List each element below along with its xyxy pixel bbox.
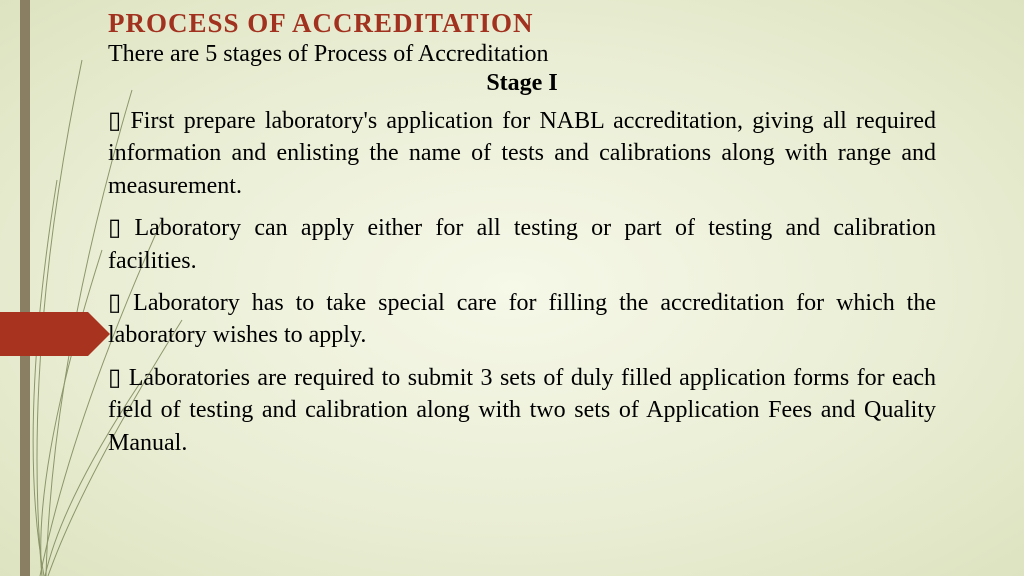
paragraph: ▯ First prepare laboratory's application… [108,105,936,202]
intro-line: There are 5 stages of Process of Accredi… [108,41,936,68]
bullet-icon: ▯ [108,212,121,244]
paragraph: ▯ Laboratories are required to submit 3 … [108,362,936,459]
stage-heading: Stage I [108,70,936,97]
left-edge-bar [20,0,30,576]
accent-arrow-shape [0,312,110,356]
bullet-icon: ▯ [108,287,121,319]
paragraph-text: Laboratory can apply either for all test… [108,215,936,273]
slide-content: PROCESS OF ACCREDITATION There are 5 sta… [108,8,936,469]
paragraph: ▯ Laboratory has to take special care fo… [108,287,936,352]
paragraph-text: First prepare laboratory's application f… [108,108,936,199]
paragraph-text: Laboratories are required to submit 3 se… [108,365,936,456]
bullet-icon: ▯ [108,362,121,394]
bullet-icon: ▯ [108,105,121,137]
paragraph: ▯ Laboratory can apply either for all te… [108,212,936,277]
slide-title: PROCESS OF ACCREDITATION [108,8,936,39]
paragraph-text: Laboratory has to take special care for … [108,290,936,348]
